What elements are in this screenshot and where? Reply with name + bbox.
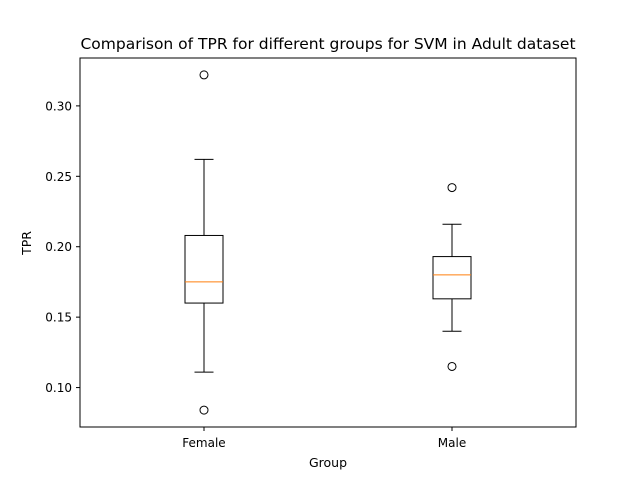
y-tick-label: 0.20 [45, 240, 72, 254]
x-axis-label: Group [309, 455, 347, 470]
outlier-point [199, 70, 209, 80]
iqr-box [432, 256, 472, 300]
y-tick-label: 0.15 [45, 311, 72, 325]
outlier-point [199, 405, 209, 415]
y-axis-label: TPR [19, 231, 34, 256]
boxes [184, 70, 472, 415]
box-male [432, 183, 472, 371]
y-tick-label: 0.25 [45, 170, 72, 184]
outlier-point [447, 361, 457, 371]
plot-area [79, 57, 577, 428]
x-tick-label: Female [182, 436, 225, 450]
outlier-point [447, 183, 457, 193]
iqr-box [184, 234, 224, 304]
y-axis: 0.10 0.15 0.20 0.25 0.30 [45, 99, 80, 395]
y-tick-label: 0.10 [45, 381, 72, 395]
x-axis: Female Male [182, 427, 466, 450]
x-tick-label: Male [438, 436, 466, 450]
box-female [184, 70, 224, 415]
chart-title: Comparison of TPR for different groups f… [80, 35, 575, 53]
y-tick-label: 0.30 [45, 99, 72, 113]
